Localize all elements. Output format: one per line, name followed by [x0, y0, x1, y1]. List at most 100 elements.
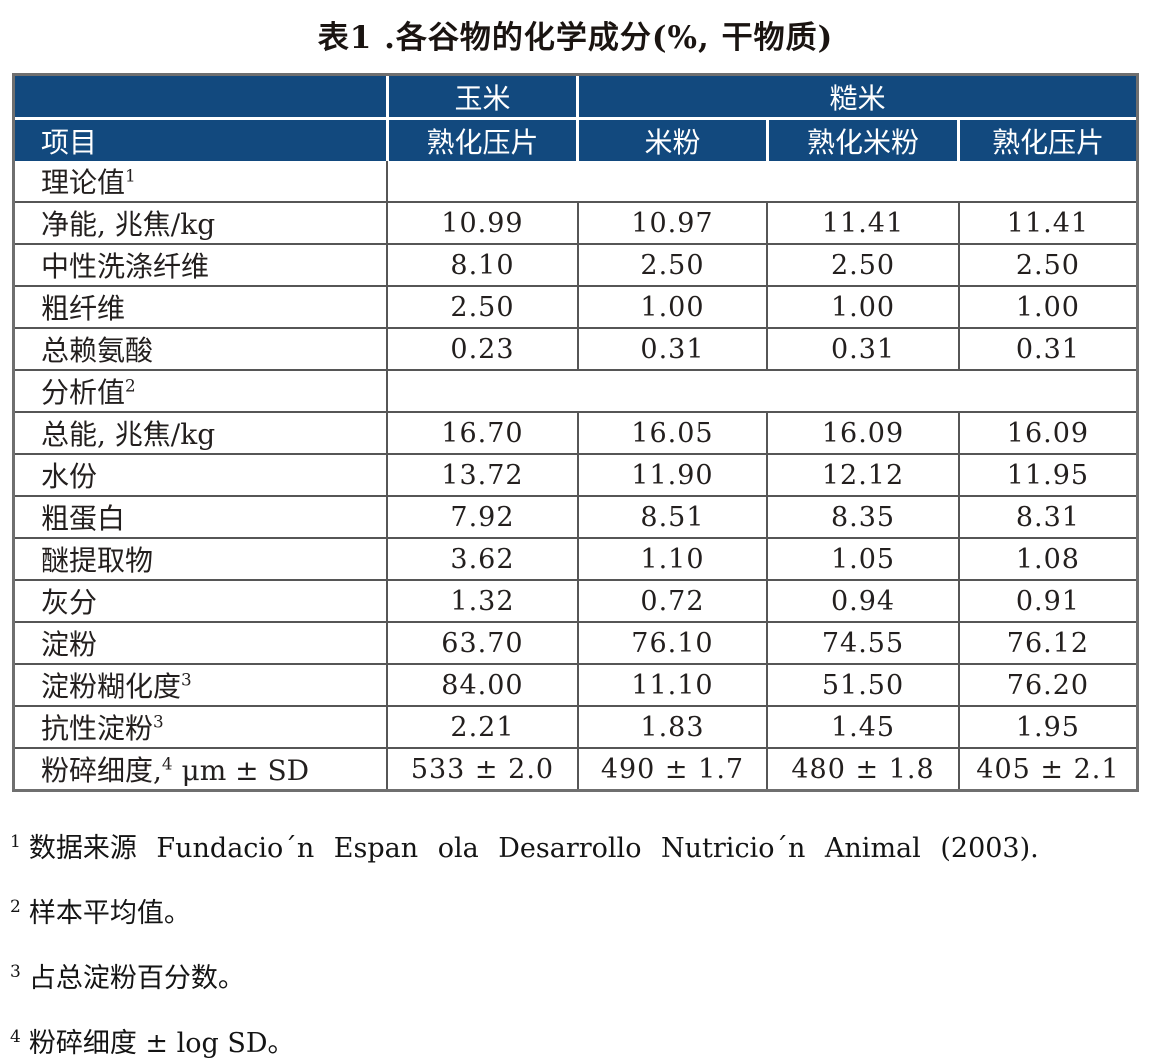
value-cell: 0.31: [957, 328, 1136, 371]
table-row: 净能, 兆焦/kg 10.99 10.97 11.41 11.41: [15, 202, 1136, 245]
value-cell: 8.51: [576, 496, 768, 539]
table-header: 玉米 糙米 项目 熟化压片 米粉 熟化米粉 熟化压片: [15, 76, 1136, 161]
row-label: 醚提取物: [15, 538, 388, 581]
footnote: 2 样本平均值。: [10, 897, 191, 929]
value-cell: 533 ± 2.0: [386, 748, 578, 789]
row-label: 水份: [15, 454, 388, 497]
header-item-label: 项目: [15, 118, 389, 161]
value-cell: 0.72: [576, 580, 768, 623]
table-body: 理论值1 净能, 兆焦/kg 10.99 10.97 11.41 11.41 中性洗涤纤维 8…: [15, 161, 1136, 789]
value-cell: 76.12: [957, 622, 1136, 665]
table-row: 淀粉 63.70 76.10 74.55 76.12: [15, 622, 1136, 665]
table-row: 粗蛋白 7.92 8.51 8.35 8.31: [15, 496, 1136, 539]
data-table: 玉米 糙米 项目 熟化压片 米粉 熟化米粉 熟化压片 理论值1 净能, 兆焦/kg…: [15, 76, 1136, 789]
value-cell: 74.55: [766, 622, 959, 665]
value-cell: 1.05: [766, 538, 959, 581]
value-cell: 10.99: [386, 202, 578, 245]
value-cell: 1.00: [576, 286, 768, 329]
value-cell: 1.95: [957, 706, 1136, 749]
footnote-marker: 3: [10, 962, 21, 982]
section-empty-cell: [386, 161, 1136, 203]
row-label: 淀粉糊化度3: [15, 664, 388, 707]
value-cell: 10.97: [576, 202, 768, 245]
value-cell: 2.50: [957, 244, 1136, 287]
value-cell: 0.31: [576, 328, 768, 371]
footnote-marker: 1: [10, 832, 21, 852]
value-cell: 7.92: [386, 496, 578, 539]
value-cell: 16.09: [766, 412, 959, 455]
value-cell: 76.10: [576, 622, 768, 665]
value-cell: 3.62: [386, 538, 578, 581]
table-row: 醚提取物 3.62 1.10 1.05 1.08: [15, 538, 1136, 581]
footnote: 1 数据来源 Fundacio´n Espan ola Desarrollo Nu…: [10, 832, 1039, 864]
value-cell: 2.50: [386, 286, 578, 329]
value-cell: 16.70: [386, 412, 578, 455]
value-cell: 2.50: [576, 244, 768, 287]
value-cell: 0.31: [766, 328, 959, 371]
table-row: 灰分 1.32 0.72 0.94 0.91: [15, 580, 1136, 623]
value-cell: 51.50: [766, 664, 959, 707]
header-subcol-corn-flaked: 熟化压片: [387, 118, 580, 161]
table-title: 表1 .各谷物的化学成分(%, 干物质): [317, 20, 834, 56]
footnotes: 1 数据来源 Fundacio´n Espan ola Desarrollo Nu…: [10, 826, 1151, 1060]
value-cell: 12.12: [766, 454, 959, 497]
footnote-marker: 2: [10, 897, 21, 917]
table-row: 中性洗涤纤维 8.10 2.50 2.50 2.50: [15, 244, 1136, 287]
footnote-marker: 4: [10, 1027, 21, 1047]
header-group-row: 玉米 糙米: [15, 76, 1136, 120]
value-cell: 1.00: [957, 286, 1136, 329]
section-row: 理论值1: [15, 161, 1136, 203]
value-cell: 16.05: [576, 412, 768, 455]
row-label: 抗性淀粉3: [15, 706, 388, 749]
value-cell: 1.10: [576, 538, 768, 581]
table-row: 粉碎细度,4 μm ± SD 533 ± 2.0 490 ± 1.7 480 ± 1.…: [15, 748, 1136, 789]
header-subcol-rice-flour: 米粉: [577, 118, 769, 161]
row-label: 粗蛋白: [15, 496, 388, 539]
value-cell: 8.31: [957, 496, 1136, 539]
value-cell: 11.41: [766, 202, 959, 245]
value-cell: 0.94: [766, 580, 959, 623]
row-label: 总能, 兆焦/kg: [15, 412, 388, 455]
row-label: 粗纤维: [15, 286, 388, 329]
value-cell: 8.35: [766, 496, 959, 539]
value-cell: 16.09: [957, 412, 1136, 455]
header-rice-group: 糙米: [577, 76, 1136, 120]
value-cell: 11.90: [576, 454, 768, 497]
row-label: 中性洗涤纤维: [15, 244, 388, 287]
value-cell: 1.08: [957, 538, 1136, 581]
value-cell: 63.70: [386, 622, 578, 665]
section-empty-cell: [386, 370, 1136, 413]
table-row: 粗纤维 2.50 1.00 1.00 1.00: [15, 286, 1136, 329]
row-label: 净能, 兆焦/kg: [15, 202, 388, 245]
value-cell: 84.00: [386, 664, 578, 707]
value-cell: 2.50: [766, 244, 959, 287]
table-row: 总赖氨酸 0.23 0.31 0.31 0.31: [15, 328, 1136, 371]
header-corn-group: 玉米: [387, 76, 580, 120]
table-row: 总能, 兆焦/kg 16.70 16.05 16.09 16.09: [15, 412, 1136, 455]
row-label: 灰分: [15, 580, 388, 623]
value-cell: 1.32: [386, 580, 578, 623]
row-label: 总赖氨酸: [15, 328, 388, 371]
row-label: 分析值2: [15, 370, 388, 413]
section-row: 分析值2: [15, 370, 1136, 413]
value-cell: 1.83: [576, 706, 768, 749]
value-cell: 11.41: [957, 202, 1136, 245]
value-cell: 0.23: [386, 328, 578, 371]
value-cell: 490 ± 1.7: [576, 748, 768, 789]
value-cell: 1.00: [766, 286, 959, 329]
value-cell: 76.20: [957, 664, 1136, 707]
value-cell: 480 ± 1.8: [766, 748, 959, 789]
row-label: 淀粉: [15, 622, 388, 665]
header-subcol-row: 项目 熟化压片 米粉 熟化米粉 熟化压片: [15, 118, 1136, 161]
header-subcol-rice-flaked: 熟化压片: [958, 118, 1136, 161]
row-label: 粉碎细度,4 μm ± SD: [41, 753, 310, 787]
value-cell: 11.10: [576, 664, 768, 707]
header-subcol-cooked-rice-flour: 熟化米粉: [767, 118, 961, 161]
value-cell: 13.72: [386, 454, 578, 497]
value-cell: 8.10: [386, 244, 578, 287]
table-row: 抗性淀粉3 2.21 1.83 1.45 1.95: [15, 706, 1136, 749]
header-blank-cell: [15, 76, 389, 120]
value-cell: 2.21: [386, 706, 578, 749]
table-row: 淀粉糊化度3 84.00 11.10 51.50 76.20: [15, 664, 1136, 707]
value-cell: 11.95: [957, 454, 1136, 497]
